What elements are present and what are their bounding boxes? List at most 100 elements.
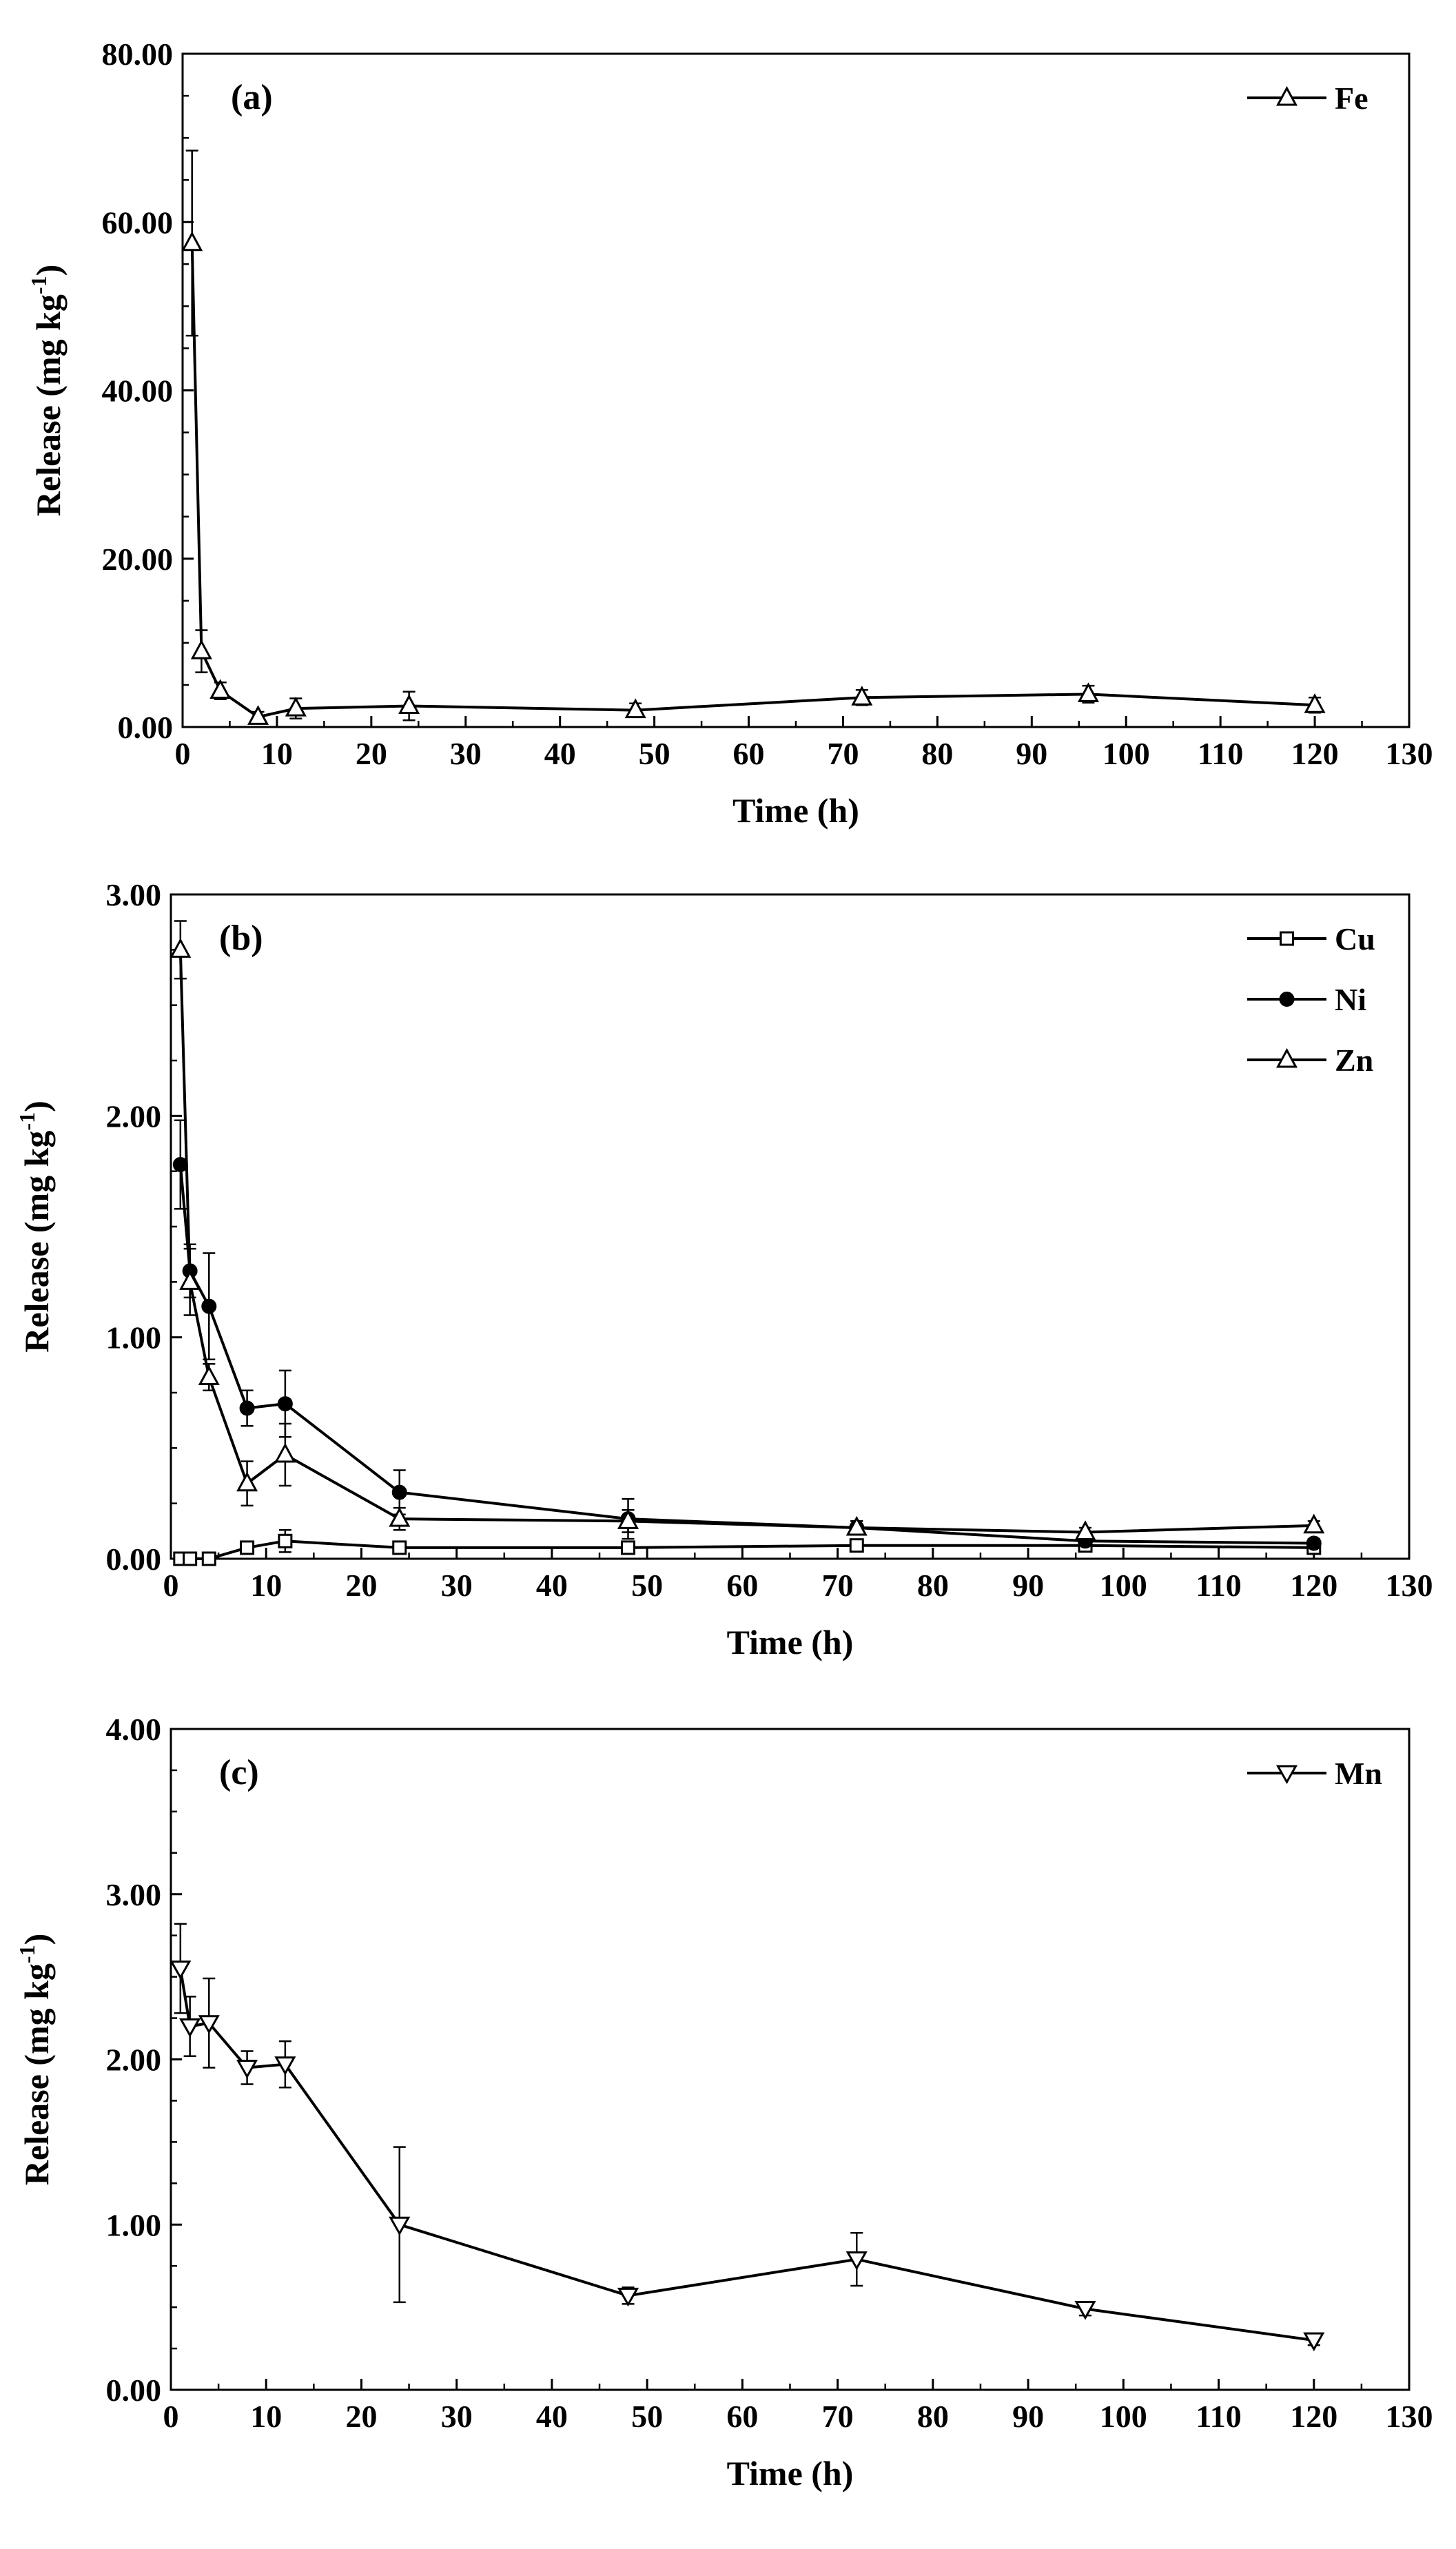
y-axis-title-close: ) [29,265,68,276]
data-point-zn [389,1507,411,1527]
y-tick-label: 40.00 [102,373,174,409]
data-point-mn [198,2015,220,2034]
x-tick-label: 80 [921,736,953,771]
data-point-cu [183,1551,198,1566]
panel-label: (a) [231,78,273,117]
x-axis-title: Time (h) [727,2454,854,2492]
x-tick-label: 90 [1012,1568,1044,1603]
y-tick-label: 1.00 [106,1320,162,1355]
x-tick-label: 130 [1386,2399,1433,2434]
series-ni [172,1119,1322,1551]
x-tick-label: 40 [544,736,576,771]
data-point-zn [1074,1520,1096,1540]
y-axis-title-superscript: -1 [14,1945,39,1963]
x-tick-label: 80 [917,1568,949,1603]
legend-marker [1275,1047,1298,1068]
x-tick-label: 40 [536,2399,568,2434]
legend-entry-fe: Fe [1247,81,1368,116]
x-tick-label: 110 [1196,1568,1241,1603]
data-point-mn [1074,2301,1096,2320]
x-tick-label: 50 [631,2399,663,2434]
data-point-cu [849,1538,864,1553]
x-tick-label: 10 [250,2399,282,2434]
data-point-mn [170,1961,192,1980]
x-axis-title: Time (h) [727,1623,854,1661]
data-point-fe [851,686,873,706]
x-tick-label: 70 [827,736,859,771]
y-axis-title-superscript: -1 [14,1112,39,1131]
chart-panel-c: 0 10 20 30 40 50 60 70 80 90 100 110 120 130 0.00 1.00 2… [14,1712,1433,2492]
x-tick-label: 100 [1103,736,1150,771]
x-tick-label: 50 [639,736,670,771]
data-point-ni [391,1484,407,1500]
data-point-fe [285,696,307,717]
series-line-ni [178,1164,1314,1545]
x-tick-label: 130 [1386,1568,1433,1603]
x-tick-label: 120 [1291,736,1339,771]
y-axis-title: Release (mg kg-1) [14,1934,56,2185]
y-tick-label: 0.00 [106,1542,162,1577]
x-tick-label: 110 [1198,736,1243,771]
data-point-mn [389,2216,411,2236]
data-point-ni [239,1400,255,1416]
data-point-fe [181,231,203,252]
x-tick-label: 80 [917,2399,949,2434]
data-point-cu [201,1551,216,1566]
legend-marker [1280,931,1294,946]
x-tick-label: 130 [1386,736,1433,771]
x-tick-label: 120 [1290,1568,1337,1603]
data-point-zn [236,1471,258,1492]
x-tick-label: 60 [726,1568,758,1603]
chart-panel-a: 0 10 20 30 40 50 60 70 80 90 100 110 120 130 0.00 20.00… [26,37,1433,830]
legend-label: Zn [1335,1043,1373,1078]
data-point-mn [179,2018,201,2038]
data-point-fe [247,705,269,725]
x-tick-label: 60 [726,2399,758,2434]
x-tick-label: 100 [1100,1568,1147,1603]
series-mn [170,1923,1325,2352]
legend-entry-zn: Zn [1247,1043,1373,1078]
y-axis-title: Release (mg kg-1) [26,265,68,516]
x-tick-label: 0 [163,2399,179,2434]
data-point-mn [274,2056,296,2076]
y-tick-label: 1.00 [106,2207,162,2242]
data-point-cu [278,1533,293,1548]
y-axis-title-text: Release (mg kg [17,1963,56,2185]
x-tick-label: 50 [631,1568,663,1603]
data-point-cu [392,1540,407,1555]
data-point-mn [236,2059,258,2079]
data-point-mn [845,2251,868,2271]
x-tick-label: 60 [733,736,765,771]
x-tick-label: 30 [441,2399,473,2434]
x-tick-label: 20 [356,736,387,771]
x-tick-label: 70 [822,1568,854,1603]
y-axis-title-close: ) [17,1934,56,1945]
panel-label: (b) [219,919,263,958]
y-axis-title: Release (mg kg-1) [14,1101,56,1352]
data-point-zn [845,1515,868,1536]
y-tick-label: 20.00 [102,542,174,577]
legend-entry-cu: Cu [1247,921,1375,956]
data-point-fe [209,679,232,699]
data-point-fe [1304,693,1326,713]
series-zn [170,920,1325,1540]
x-tick-label: 10 [261,736,293,771]
data-point-ni [1306,1535,1322,1551]
series-fe [181,150,1326,725]
legend-entry-ni: Ni [1247,982,1366,1017]
legend-entry-mn: Mn [1247,1756,1382,1791]
data-point-zn [179,1270,201,1290]
data-point-zn [170,938,192,958]
x-tick-label: 30 [441,1568,473,1603]
series-line-mn [178,1968,1315,2342]
data-point-mn [617,2287,639,2307]
y-tick-label: 60.00 [102,205,174,240]
x-tick-label: 30 [450,736,482,771]
series-line-zn [178,950,1314,1534]
data-point-fe [190,639,212,659]
data-point-zn [274,1442,296,1463]
data-point-zn [617,1509,639,1529]
legend-label: Ni [1335,982,1366,1017]
legend-marker [1275,1765,1298,1785]
